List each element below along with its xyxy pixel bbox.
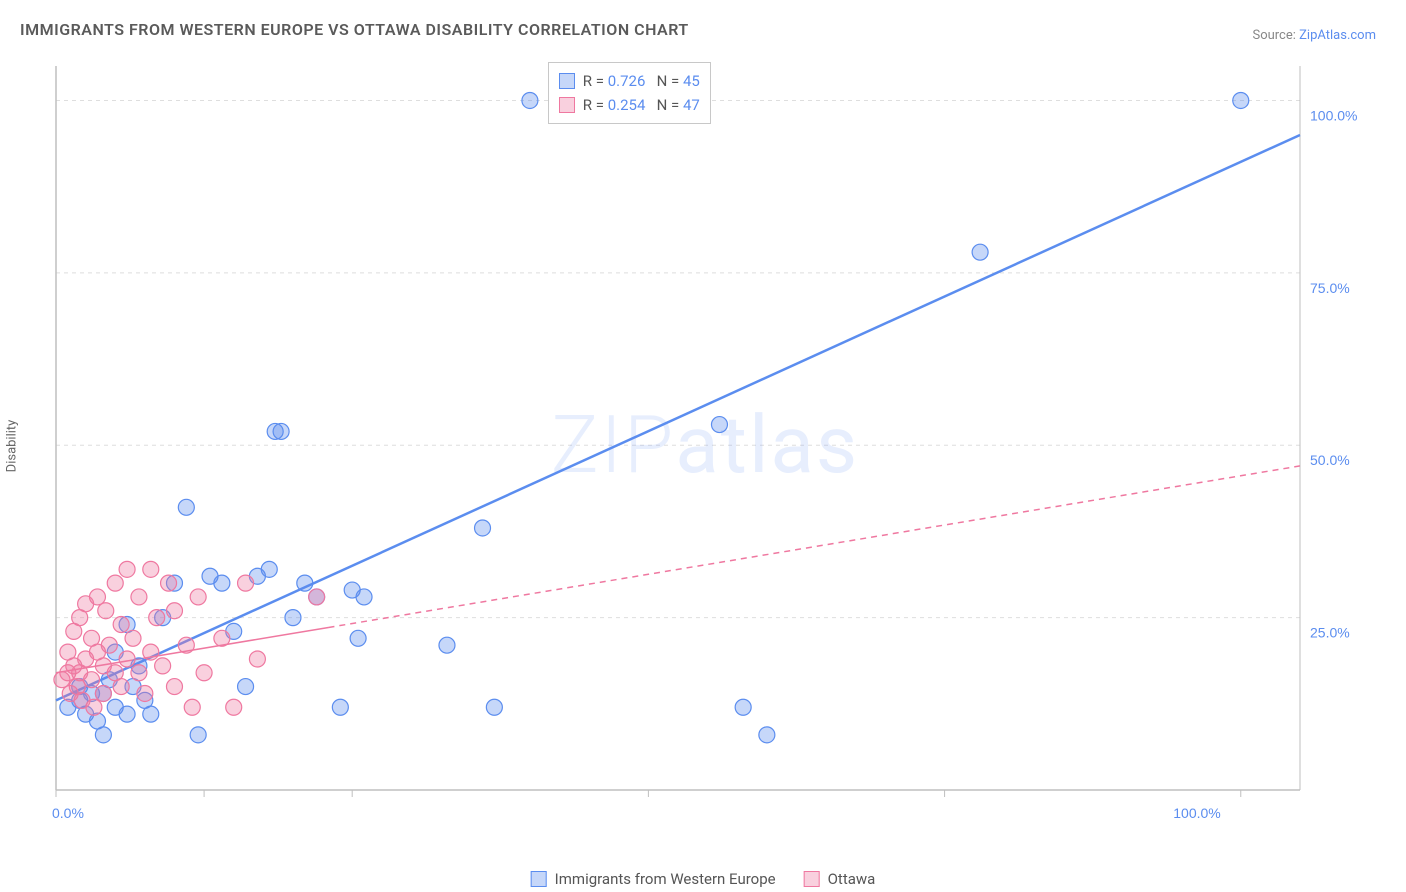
svg-text:0.0%: 0.0% — [52, 805, 84, 821]
legend-swatch-blue — [531, 871, 547, 887]
legend-item-series1: Immigrants from Western Europe — [531, 870, 776, 888]
corr-row: R = 0.254 N = 47 — [559, 93, 700, 117]
correlation-legend-box: R = 0.726 N = 45R = 0.254 N = 47 — [548, 62, 711, 124]
y-axis-label: Disability — [5, 420, 20, 473]
corr-text: R = 0.254 N = 47 — [583, 93, 700, 117]
svg-text:75.0%: 75.0% — [1310, 280, 1350, 296]
legend-item-series2: Ottawa — [804, 870, 876, 888]
legend-label-series2: Ottawa — [828, 870, 876, 888]
legend-bottom: Immigrants from Western Europe Ottawa — [531, 870, 876, 888]
svg-text:50.0%: 50.0% — [1310, 452, 1350, 468]
source-link[interactable]: ZipAtlas.com — [1299, 28, 1376, 43]
page-title: IMMIGRANTS FROM WESTERN EUROPE VS OTTAWA… — [20, 20, 689, 39]
legend-label-series1: Immigrants from Western Europe — [555, 870, 776, 888]
svg-text:100.0%: 100.0% — [1173, 805, 1220, 821]
svg-text:100.0%: 100.0% — [1310, 107, 1357, 123]
legend-swatch-pink — [804, 871, 820, 887]
corr-swatch — [559, 97, 575, 113]
svg-text:25.0%: 25.0% — [1310, 625, 1350, 641]
source-attribution: Source: ZipAtlas.com — [1252, 28, 1376, 43]
chart-svg: 25.0% 50.0% 75.0% 100.0% 0.0% 100.0% — [50, 60, 1360, 830]
source-prefix: Source: — [1252, 28, 1299, 43]
corr-swatch — [559, 73, 575, 89]
corr-row: R = 0.726 N = 45 — [559, 69, 700, 93]
corr-text: R = 0.726 N = 45 — [583, 69, 700, 93]
plot-area: 25.0%50.0%75.0%100.0%0.0%100.0% ZIPatlas… — [50, 60, 1360, 830]
